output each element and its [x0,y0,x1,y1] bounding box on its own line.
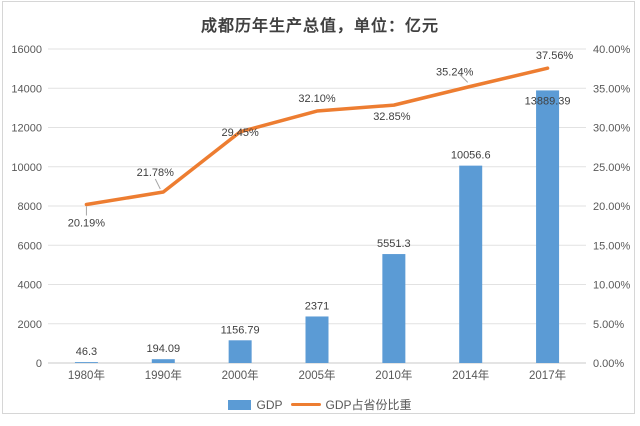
label-leader-line [154,178,161,190]
left-axis-tick-label: 8000 [18,201,42,213]
left-axis-tick-label: 2000 [18,319,42,331]
x-axis-label: 1990年 [145,368,182,382]
pct-point-label: 32.10% [298,93,336,105]
x-axis-label: 2014年 [452,368,489,382]
left-axis-tick-label: 6000 [18,240,42,252]
bar-value-label: 46.3 [76,346,97,358]
legend-label-gdp-share: GDP占省份比重 [325,398,412,412]
left-axis-tick-label: 4000 [18,280,42,292]
x-axis-label: 2000年 [222,368,259,382]
x-axis-label: 2017年 [529,368,566,382]
gdp-bar-swatch-icon [228,399,252,410]
pct-point-label: 32.85% [373,111,411,123]
right-axis-tick-label: 35.00% [593,83,631,95]
right-axis-tick-label: 10.00% [593,280,631,292]
left-axis-tick-label: 14000 [11,83,42,95]
right-axis-tick-label: 0.00% [593,358,624,370]
x-axis-label: 2005年 [298,368,335,382]
pct-point-label: 20.19% [68,218,106,230]
right-axis-tick-label: 20.00% [593,201,631,213]
right-axis-tick-label: 25.00% [593,162,631,174]
x-axis-label: 1980年 [68,368,105,382]
left-axis-tick-label: 12000 [11,123,42,135]
gdp-bar [382,254,406,363]
left-axis-tick-label: 16000 [11,44,42,56]
left-axis-tick-label: 0 [36,358,42,370]
right-axis-tick-label: 30.00% [593,123,631,135]
bar-value-label: 2371 [305,300,329,312]
pct-point-label: 21.78% [137,167,175,179]
pct-point-label: 35.24% [436,66,474,78]
legend-item-gdp: GDP [228,397,283,412]
bar-value-label: 194.09 [146,343,180,355]
gdp-bar [74,362,98,363]
gdp-share-line-swatch-icon [290,402,321,407]
chart-title: 成都历年生产总值，单位：亿元 [200,18,439,35]
gdp-bar [536,90,560,364]
left-axis-tick-label: 10000 [11,162,42,174]
legend-item-gdp-share: GDP占省份比重 [290,396,412,413]
gdp-bar [228,340,252,363]
gdp-bar [459,165,483,363]
bar-value-label: 1156.79 [221,324,260,336]
label-leader-line [459,74,469,83]
right-axis-tick-label: 40.00% [593,44,631,56]
right-axis-tick-label: 15.00% [593,240,631,252]
bar-value-label: 5551.3 [377,238,411,250]
gdp-share-line [84,66,550,207]
bar-value-label: 10056.6 [451,150,491,162]
bar-value-label: 13889.39 [525,95,571,107]
pct-point-label: 37.56% [536,50,574,62]
right-axis-tick-label: 5.00% [593,319,624,331]
gdp-bar [151,359,175,363]
chart-legend: GDP GDP占省份比重 [0,396,640,413]
x-axis-label: 2010年 [375,368,412,382]
pct-point-label: 29.45% [221,127,259,139]
legend-label-gdp: GDP [256,397,283,412]
gdp-bar [305,316,329,363]
